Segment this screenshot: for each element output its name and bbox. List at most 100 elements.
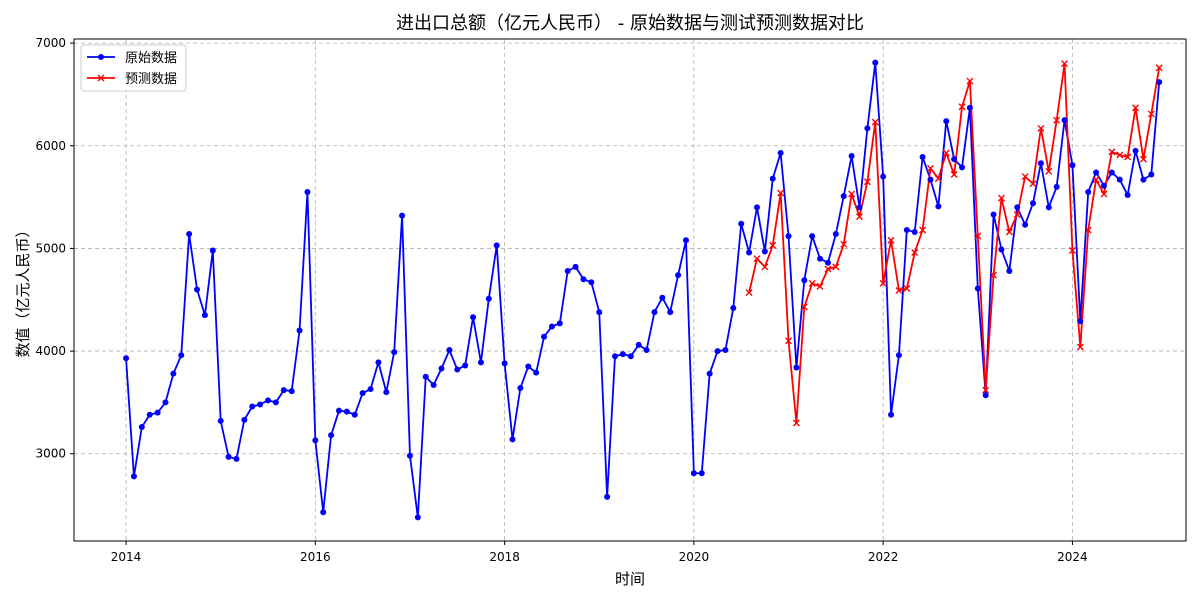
- data-point-original: [201, 312, 208, 319]
- data-point-original: [730, 304, 737, 311]
- data-point-original: [880, 173, 887, 180]
- data-point-original: [1124, 192, 1131, 199]
- data-point-prediction: [1100, 190, 1108, 198]
- data-point-original: [951, 156, 958, 163]
- data-point-original: [280, 387, 287, 394]
- data-point-original: [864, 125, 871, 132]
- data-point-original: [817, 255, 824, 262]
- data-point-prediction: [1061, 60, 1069, 68]
- data-point-prediction: [1147, 110, 1155, 118]
- data-point-original: [722, 347, 729, 354]
- data-point-original: [738, 220, 745, 227]
- data-point-prediction: [895, 287, 903, 295]
- data-point-original: [659, 294, 666, 301]
- data-point-prediction: [919, 226, 927, 234]
- data-point-original: [162, 399, 169, 406]
- data-point-original: [343, 408, 350, 415]
- data-point-original: [769, 175, 776, 182]
- data-point-prediction: [863, 178, 871, 186]
- data-point-original: [675, 272, 682, 279]
- data-point-original: [146, 411, 153, 418]
- data-point-prediction: [871, 118, 879, 126]
- data-point-original: [1100, 182, 1107, 189]
- data-point-original: [422, 373, 429, 380]
- data-point-original: [777, 149, 784, 156]
- data-point-prediction: [974, 232, 982, 240]
- data-point-prediction: [753, 255, 761, 263]
- data-point-original: [1037, 160, 1044, 167]
- data-point-original: [320, 509, 327, 516]
- data-point-original: [919, 154, 926, 161]
- data-point-original: [359, 390, 366, 397]
- data-point-prediction: [966, 77, 974, 85]
- data-point-original: [619, 351, 626, 358]
- y-axis-ticks: 3000 4000 5000 6000 7000: [35, 36, 74, 461]
- data-point-prediction: [785, 337, 793, 345]
- data-point-original: [335, 407, 342, 414]
- data-point-original: [564, 268, 571, 275]
- data-point-prediction: [1005, 228, 1013, 236]
- data-point-original: [296, 327, 303, 334]
- data-point-original: [935, 203, 942, 210]
- data-point-original: [706, 370, 713, 377]
- data-point-original: [399, 212, 406, 219]
- data-point-original: [446, 347, 453, 354]
- data-point-original: [130, 473, 137, 480]
- data-point-original: [138, 424, 145, 431]
- data-point-original: [438, 365, 445, 372]
- data-point-original: [1053, 183, 1060, 190]
- data-point-original: [966, 104, 973, 111]
- data-point-original: [470, 314, 477, 321]
- data-point-original: [714, 348, 721, 355]
- x-tick-label: 2022: [868, 550, 899, 564]
- data-point-prediction: [769, 241, 777, 249]
- data-point-original: [485, 295, 492, 302]
- y-axis-label: 数值（亿元人民币）: [14, 222, 32, 357]
- data-point-original: [1069, 162, 1076, 169]
- x-tick-label: 2014: [111, 550, 142, 564]
- data-point-original: [225, 453, 232, 460]
- data-point-prediction: [1116, 151, 1124, 159]
- data-point-original: [154, 409, 161, 416]
- data-point-original: [257, 401, 264, 408]
- data-point-original: [367, 386, 374, 393]
- data-point-original: [265, 397, 272, 404]
- data-point-original: [612, 353, 619, 360]
- data-point-original: [548, 323, 555, 330]
- data-point-original: [375, 359, 382, 366]
- data-point-original: [1061, 117, 1068, 124]
- data-point-original: [1014, 204, 1021, 211]
- data-point-prediction: [761, 263, 769, 271]
- data-point-original: [572, 263, 579, 270]
- data-point-original: [312, 437, 319, 444]
- data-point-original: [746, 249, 753, 256]
- data-point-original: [509, 436, 516, 443]
- data-point-original: [651, 309, 658, 316]
- data-point-original: [525, 363, 532, 370]
- data-point-prediction: [1108, 148, 1116, 156]
- data-point-original: [1077, 318, 1084, 325]
- data-point-original: [903, 226, 910, 233]
- legend-label-0: 原始数据: [125, 51, 177, 66]
- data-point-original: [856, 204, 863, 211]
- data-point-original: [328, 432, 335, 439]
- data-point-prediction: [1155, 64, 1163, 72]
- data-point-prediction: [1092, 176, 1100, 184]
- data-point-original: [801, 277, 808, 284]
- data-point-original: [698, 470, 705, 477]
- data-point-original: [872, 59, 879, 66]
- data-point-original: [249, 403, 256, 410]
- data-point-prediction: [1084, 226, 1092, 234]
- data-point-original: [1156, 79, 1163, 86]
- data-point-original: [1030, 200, 1037, 207]
- data-point-original: [217, 417, 224, 424]
- data-point-original: [186, 231, 193, 238]
- data-point-original: [477, 359, 484, 366]
- data-point-original: [1045, 204, 1052, 211]
- data-point-original: [351, 411, 358, 418]
- data-point-prediction: [808, 279, 816, 287]
- data-point-prediction: [903, 284, 911, 292]
- data-point-prediction: [1021, 173, 1029, 181]
